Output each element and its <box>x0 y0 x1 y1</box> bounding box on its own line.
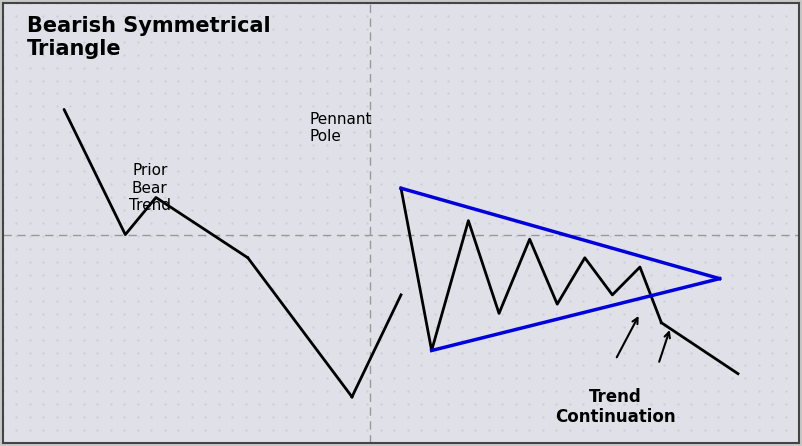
Text: Prior
Bear
Trend: Prior Bear Trend <box>129 163 171 213</box>
Text: Bearish Symmetrical
Triangle: Bearish Symmetrical Triangle <box>26 16 270 59</box>
Text: Trend
Continuation: Trend Continuation <box>555 388 676 426</box>
Text: Pennant
Pole: Pennant Pole <box>309 112 371 144</box>
